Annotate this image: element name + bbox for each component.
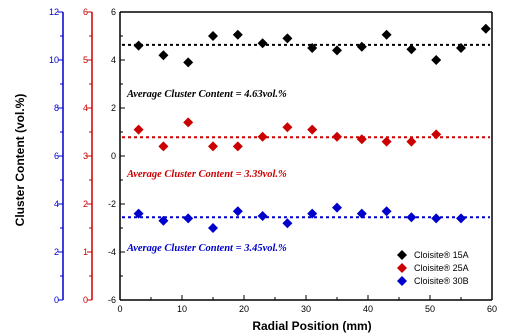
average-annotation: Average Cluster Content = 3.45vol.% — [126, 243, 287, 254]
black-y-tick-label: -4 — [108, 247, 116, 257]
red-y-tick-label: 3 — [83, 151, 88, 161]
x-tick-label: 60 — [487, 304, 497, 314]
series-0-point — [183, 57, 194, 68]
black-y-tick-label: -2 — [108, 199, 116, 209]
series-1-point — [381, 136, 392, 147]
legend-marker — [397, 250, 407, 260]
legend-marker — [397, 263, 407, 273]
series-2-point — [158, 215, 169, 226]
blue-y-tick-label: 0 — [54, 295, 59, 305]
blue-y-tick-label: 6 — [54, 151, 59, 161]
legend-label: Cloisite® 15A — [414, 250, 469, 260]
blue-y-tick-label: 4 — [54, 199, 59, 209]
series-1-point — [232, 141, 243, 152]
series-0-point — [133, 40, 144, 51]
series-1-point — [133, 124, 144, 135]
legend: Cloisite® 15A Cloisite® 25A Cloisite® 30B — [397, 250, 469, 286]
black-y-tick-label: 0 — [111, 151, 116, 161]
series-2-point — [406, 212, 417, 223]
blue-y-tick-label: 10 — [49, 55, 59, 65]
series-1-point — [356, 134, 367, 145]
series-1-point — [257, 131, 268, 142]
red-y-tick-label: 2 — [83, 199, 88, 209]
blue-y-tick-label: 8 — [54, 103, 59, 113]
legend-label: Cloisite® 30B — [414, 276, 469, 286]
series-2-point — [356, 208, 367, 219]
red-y-tick-label: 1 — [83, 247, 88, 257]
marks-layer: Average Cluster Content = 4.63vol.% Avera… — [122, 23, 491, 254]
series-2-point — [183, 213, 194, 224]
y-axis-title: Cluster Content (vol.%) — [13, 94, 27, 227]
black-y-tick-label: 2 — [111, 103, 116, 113]
series-1-point — [307, 124, 318, 135]
series-0-point — [232, 29, 243, 40]
blue-y-tick-label: 2 — [54, 247, 59, 257]
legend-marker — [397, 276, 407, 286]
black-y-tick-label: 6 — [111, 7, 116, 17]
x-tick-label: 50 — [425, 304, 435, 314]
series-0-point — [158, 50, 169, 61]
series-2-point — [133, 208, 144, 219]
series-2-point — [431, 213, 442, 224]
series-1-point — [282, 122, 293, 133]
series-2-point — [456, 213, 466, 224]
series-1-point — [332, 131, 342, 142]
series-0-point — [406, 44, 417, 55]
red-y-tick-label: 4 — [83, 103, 88, 113]
x-tick-label: 20 — [239, 304, 249, 314]
black-y-tick-label: -6 — [108, 295, 116, 305]
series-0-point — [332, 45, 342, 56]
series-2-point — [282, 218, 293, 229]
black-y-tick-label: 4 — [111, 55, 116, 65]
red-y-tick-label: 5 — [83, 55, 88, 65]
series-2-point — [381, 206, 392, 217]
series-1-point — [406, 136, 417, 147]
series-2-point — [332, 202, 342, 213]
x-tick-label: 30 — [301, 304, 311, 314]
series-2-point — [208, 223, 218, 233]
series-0-point — [480, 23, 491, 34]
series-2-point — [232, 206, 243, 217]
series-2-point — [257, 211, 268, 221]
red-y-tick-label: 6 — [83, 7, 88, 17]
series-0-point — [381, 29, 392, 40]
series-1-point — [431, 129, 442, 140]
series-2-point — [307, 208, 318, 219]
x-tick-label: 10 — [177, 304, 187, 314]
series-0-point — [282, 33, 293, 44]
series-1-point — [158, 141, 169, 152]
series-1-point — [183, 117, 194, 128]
series-0-point — [456, 43, 466, 53]
average-annotation: Average Cluster Content = 4.63vol.% — [126, 89, 287, 100]
legend-label: Cloisite® 25A — [414, 263, 469, 273]
series-0-point — [208, 31, 218, 41]
series-0-point — [356, 41, 367, 52]
series-0-point — [431, 55, 442, 65]
series-1-point — [208, 141, 218, 152]
blue-y-tick-label: 12 — [49, 7, 59, 17]
red-y-tick-label: 0 — [83, 295, 88, 305]
x-tick-label: 40 — [363, 304, 373, 314]
x-tick-label: 0 — [117, 304, 122, 314]
x-axis-title: Radial Position (mm) — [252, 319, 371, 333]
series-0-point — [257, 38, 268, 49]
average-annotation: Average Cluster Content = 3.39vol.% — [126, 169, 287, 180]
series-0-point — [307, 43, 318, 53]
